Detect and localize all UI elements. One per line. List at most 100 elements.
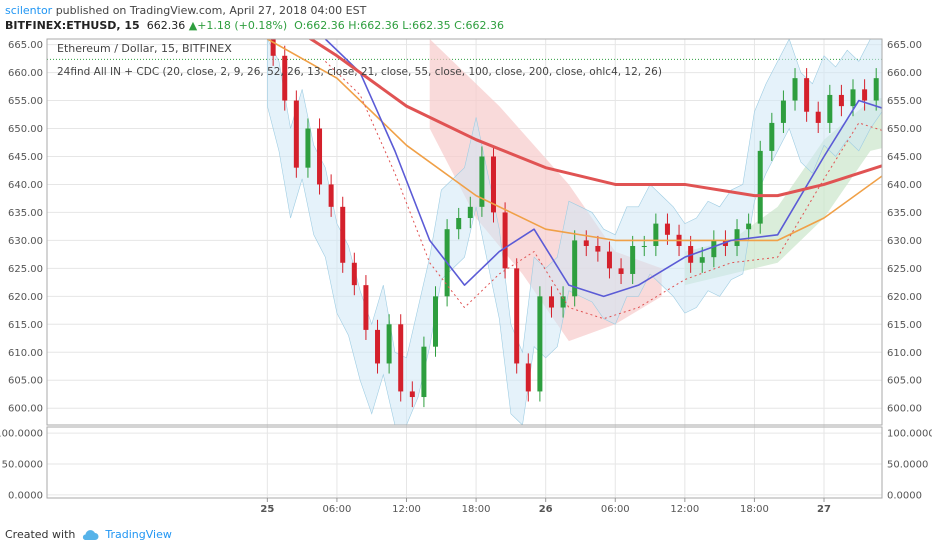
candle-body [804,78,810,112]
chart-axes: 600.00 600.00 605.00 605.00 610.00 610.00 615.… [0,38,932,515]
candle-body [769,122,775,151]
ohlc-values: O:662.36 H:662.36 L:662.35 C:662.36 [294,19,504,32]
candle-body [467,206,473,219]
candle-body [815,111,821,123]
price-tick-label-left: 610.00 [8,348,43,359]
ma55-line [324,39,882,298]
price-tick-label-left: 625.00 [8,264,43,275]
price-tick-label-left: 615.00 [8,320,43,331]
oscillator-tick-label-left: 50.0000 [2,460,43,471]
candle-body [537,296,543,392]
price-tick-label-right: 645.00 [887,152,922,163]
price-tick-label-left: 635.00 [8,208,43,219]
price-tick-label-left: 605.00 [8,376,43,387]
candle-body [792,78,798,101]
candle-body [618,268,624,274]
candle-body [827,94,833,123]
candle-body [873,78,879,101]
candle-body [908,61,913,62]
price-tick-label-right: 655.00 [887,96,922,107]
footer: Created with TradingView [5,528,172,541]
price-tick-label-left: 655.00 [8,96,43,107]
oscillator-tick-label-right: 0.0000 [887,490,922,501]
candle-body [641,245,647,247]
candle-body [548,296,554,308]
candle-body [514,268,520,364]
candle-body [920,61,925,62]
price-pane-frame [46,38,883,426]
change-up-icon: ▲ [188,19,198,32]
candle-body [746,223,752,230]
oscillator-pane-frame [46,426,883,499]
price-tick-label-left: 620.00 [8,292,43,303]
candle-body [780,100,786,123]
time-tick-label: 06:00 [601,504,630,515]
candle-body [583,240,589,246]
candle-body [490,156,496,213]
time-tick-label: 12:00 [392,504,421,515]
candle-body [305,128,311,168]
price-tick-label-right: 635.00 [887,208,922,219]
candle-body [711,240,717,258]
time-tick-label: 06:00 [323,504,352,515]
oscillator-tick-label-right: 100.0000 [887,429,932,440]
candle-body [386,324,392,364]
price-tick-label-right: 625.00 [887,264,922,275]
price-tick-label-right: 605.00 [887,376,922,387]
price-tick-label-right: 630.00 [887,236,922,247]
price-tick-label-left: 630.00 [8,236,43,247]
price-tick-label-right: 650.00 [887,124,922,135]
candle-body [850,89,856,107]
moving-averages [266,39,882,320]
price-tick-label-right: 660.00 [887,68,922,79]
price-tick-label-left: 660.00 [8,68,43,79]
price-tick-label-right: 620.00 [887,292,922,303]
candle-body [734,229,740,246]
candle-body [270,39,276,56]
candle-body [757,150,763,224]
price-tick-label-right: 610.00 [887,348,922,359]
ma100-line [266,39,882,242]
tradingview-brand-link[interactable]: TradingView [105,528,172,541]
candle-body [317,128,323,185]
author-link[interactable]: scilentor [5,4,53,17]
candle-body [560,296,566,308]
time-tick-label: 27 [817,504,831,515]
candle-body [282,55,288,101]
time-tick-label: 12:00 [670,504,699,515]
candle-body [351,262,357,286]
candle-body [838,94,844,107]
candle-body [340,206,346,263]
candle-body [664,223,670,235]
candle-body [398,324,404,392]
symbol-label: BITFINEX:ETHUSD, 15 [5,19,140,32]
candle-body [897,61,902,62]
price-tick-label-left: 650.00 [8,124,43,135]
last-price: 662.36 [146,19,186,32]
candle-body [328,184,334,207]
price-chart[interactable]: 600.00 600.00 605.00 605.00 610.00 610.00 615.… [0,32,932,522]
published-text: published on TradingView.com, April 27, … [55,4,367,17]
oscillator-tick-label-left: 0.0000 [8,490,43,501]
price-tick-label-left: 640.00 [8,180,43,191]
candle-body [456,218,462,230]
candle-body [862,89,868,101]
price-tick-label-right: 615.00 [887,320,922,331]
candle-body [502,212,508,269]
candle-body [572,240,578,297]
candle-body [433,296,439,347]
oscillator-tick-label-right: 50.0000 [887,460,928,471]
indicator-label: 24find All IN + CDC (20, close, 2, 9, 26… [57,66,662,78]
candle-body [479,156,485,207]
time-tick-label: 25 [260,504,274,515]
price-tick-label-left: 665.00 [8,40,43,51]
tradingview-cloud-icon [83,529,99,540]
time-tick-label: 18:00 [462,504,491,515]
price-change: +1.18 (+0.18%) [197,19,288,32]
candle-body [595,245,601,252]
candle-body [421,346,427,398]
candle-body [653,223,659,246]
candle-body [409,391,415,398]
candle-body [699,257,705,263]
publication-line: scilentor published on TradingView.com, … [5,4,366,17]
